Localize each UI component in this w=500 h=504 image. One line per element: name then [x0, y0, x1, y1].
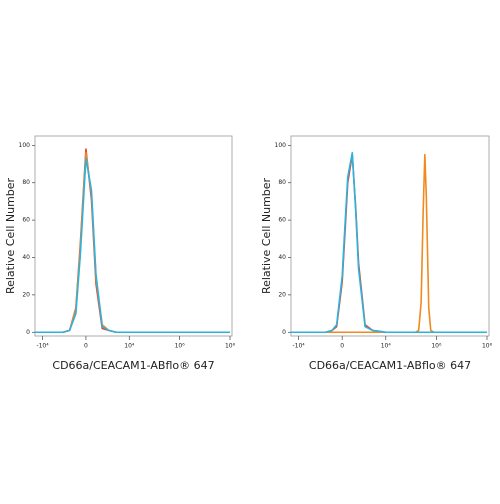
y-tick-label: 60 [278, 217, 286, 224]
y-tick-label: 80 [278, 179, 286, 186]
histogram-line [35, 157, 231, 334]
x-tick-label: 0 [340, 343, 344, 350]
plot-frame [34, 135, 233, 337]
y-axis-label: Relative Cell Number [260, 177, 273, 294]
x-tick-label: 10⁶ [175, 343, 186, 350]
x-tick-label: 10⁶ [431, 343, 442, 350]
y-tick-label: 0 [282, 329, 286, 336]
y-tick-label: 20 [22, 291, 30, 298]
histogram-line [291, 152, 487, 334]
x-axis-label: CD66a/CEACAM1-ABflo® 647 [309, 359, 471, 372]
x-axis-label: CD66a/CEACAM1-ABflo® 647 [52, 359, 214, 372]
x-tick-label: 10⁸ [225, 343, 236, 350]
y-tick-label: 100 [275, 142, 287, 149]
y-tick-label: 100 [19, 142, 31, 149]
histogram-line [291, 153, 487, 334]
y-tick-label: 0 [26, 329, 30, 336]
y-tick-label: 80 [22, 179, 30, 186]
plot-frame [290, 135, 490, 337]
x-tick-label: 0 [84, 343, 88, 350]
y-tick-label: 20 [278, 291, 286, 298]
y-tick-label: 40 [278, 254, 286, 261]
y-tick-label: 40 [22, 254, 30, 261]
histogram-line [291, 153, 487, 334]
x-tick-label: 10⁴ [381, 343, 392, 350]
y-tick-label: 60 [22, 217, 30, 224]
histogram-line [35, 152, 231, 334]
x-tick-label: 10⁸ [482, 343, 493, 350]
histogram-line [35, 148, 231, 334]
x-tick-label: 10⁴ [124, 343, 135, 350]
x-tick-label: -10⁴ [36, 343, 49, 350]
x-tick-label: -10⁴ [293, 343, 306, 350]
y-axis-label: Relative Cell Number [4, 177, 17, 294]
